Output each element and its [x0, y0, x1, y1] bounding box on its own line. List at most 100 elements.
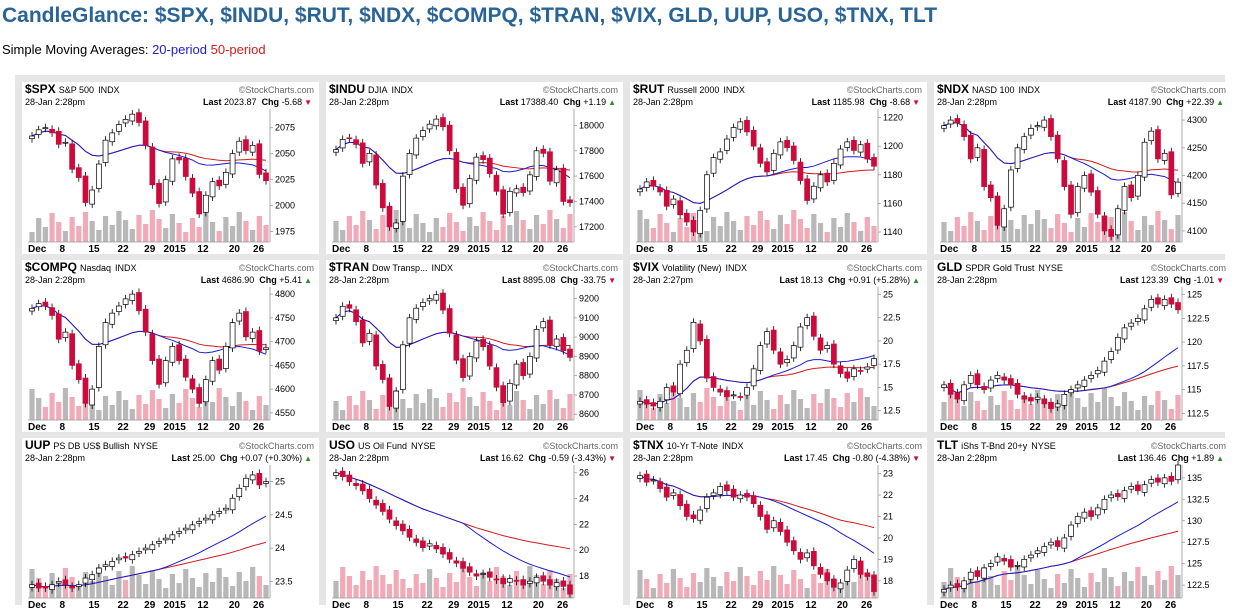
- candle: [567, 195, 573, 207]
- candle-body: [947, 584, 954, 589]
- volume-bar: [507, 225, 513, 242]
- quote-line: Last 136.46 Chg +1.89 ▲: [1118, 453, 1224, 463]
- candle-body: [831, 578, 837, 588]
- volume-bar: [123, 400, 129, 420]
- last-label: Last: [784, 453, 805, 463]
- candle-body: [697, 210, 704, 234]
- candle-body: [506, 190, 513, 213]
- candle-body: [1128, 322, 1135, 327]
- candle: [777, 518, 784, 536]
- chart-panel-indu[interactable]: $INDU DJIA INDX ©StockCharts.com 28-Jan 2:28…: [326, 82, 623, 254]
- candle-body: [500, 189, 506, 215]
- candle-body: [513, 579, 520, 582]
- volume-bar: [196, 227, 202, 242]
- watermark: ©StockCharts.com: [543, 85, 618, 95]
- volume-bar: [1121, 392, 1128, 420]
- candle: [379, 360, 386, 384]
- chart-panel-uso[interactable]: USO US Oil Fund NYSE ©StockCharts.com 28-Jan…: [326, 438, 623, 610]
- volume-bar: [791, 390, 797, 420]
- chart-panel-compq[interactable]: $COMPQ Nasdaq INDX ©StockCharts.com 28-Jan 2…: [22, 260, 319, 432]
- candle-body: [339, 305, 346, 317]
- y-tick-label: 12.5: [883, 406, 901, 416]
- y-tick-label: 1975: [275, 227, 295, 237]
- x-tick-label: 20: [229, 422, 241, 432]
- candle-body: [797, 552, 804, 560]
- chart-panel-rut[interactable]: $RUT Russell 2000 INDX ©StockCharts.com 28-J…: [630, 82, 927, 254]
- candle-body: [346, 304, 353, 309]
- last-label: Last: [1108, 97, 1129, 107]
- volume-bar: [1021, 575, 1027, 598]
- candle: [359, 480, 366, 495]
- volume-bar: [507, 405, 513, 420]
- candle-body: [55, 313, 62, 340]
- candle-body: [864, 142, 871, 160]
- x-tick-label: 8: [59, 422, 65, 432]
- candle: [527, 577, 533, 588]
- volume-bar: [717, 226, 723, 242]
- volume-bar: [1008, 220, 1014, 242]
- chart-panel-tlt[interactable]: TLT iShs T-Bnd 20+y NYSE ©StockCharts.com 28…: [934, 438, 1231, 610]
- chart-panel-spx[interactable]: $SPX S&P 500 INDX ©StockCharts.com 28-Jan 2:…: [22, 82, 319, 254]
- volume-bar: [123, 580, 129, 598]
- candle-body: [540, 321, 547, 329]
- volume-bar: [116, 571, 122, 598]
- candle: [954, 388, 961, 404]
- candle: [426, 539, 433, 551]
- candle-body: [243, 139, 249, 151]
- candle: [96, 160, 102, 193]
- chart-panel-tran[interactable]: $TRAN Dow Transp... INDX ©StockCharts.com 28…: [326, 260, 623, 432]
- candle-body: [453, 560, 460, 564]
- volume-bar: [981, 567, 987, 598]
- candle-body: [1161, 152, 1168, 161]
- candle: [182, 154, 189, 181]
- candle: [216, 355, 223, 375]
- candle-body: [717, 486, 724, 495]
- candle: [1068, 521, 1074, 541]
- volume-bar: [1001, 391, 1007, 420]
- chart-panel-uup[interactable]: UUP PS DB US$ Bullish NYSE ©StockCharts.com…: [22, 438, 319, 610]
- candle-body: [520, 579, 527, 586]
- volume-bar: [333, 401, 339, 420]
- candle-body: [162, 360, 169, 384]
- volume-bar: [1061, 583, 1067, 598]
- candle-body: [196, 521, 202, 524]
- candle-body: [42, 586, 49, 589]
- candle-body: [1054, 134, 1061, 160]
- candle-body: [1128, 184, 1135, 199]
- candle-body: [1048, 541, 1054, 546]
- y-tick-label: 15: [883, 382, 893, 392]
- candle-body: [994, 556, 1001, 563]
- candle-body: [553, 169, 560, 184]
- candle: [333, 468, 339, 480]
- volume-bar: [69, 397, 75, 420]
- volume-bar: [784, 404, 790, 420]
- candle: [102, 560, 109, 571]
- candle: [1021, 391, 1028, 404]
- chart-panel-tnx[interactable]: $TNX 10-Yr T-Note INDX ©StockCharts.com 28-J…: [630, 438, 927, 610]
- volume-bar: [413, 574, 419, 598]
- candle-body: [1074, 516, 1081, 524]
- volume-bar: [1155, 391, 1161, 420]
- candle-body: [69, 585, 75, 589]
- candle: [1074, 512, 1081, 528]
- candlestick-chart: TLT iShs T-Bnd 20+y NYSE ©StockCharts.com28…: [937, 438, 1226, 610]
- x-tick-label: 12: [501, 244, 513, 254]
- candle-body: [1175, 302, 1181, 311]
- chart-panel-gld[interactable]: GLD SPDR Gold Trust NYSE ©StockCharts.com 28…: [934, 260, 1231, 432]
- chart-panel-ndx[interactable]: $NDX NASD 100 INDX ©StockCharts.com 28-Jan 2…: [934, 82, 1231, 254]
- y-tick-label: 115: [1187, 385, 1201, 395]
- volume-bar: [1175, 215, 1181, 242]
- down-arrow-icon: ▼: [304, 98, 312, 107]
- volume-bar: [744, 216, 750, 242]
- candle: [202, 191, 209, 217]
- sma50-legend-label: 50-period: [210, 42, 266, 57]
- volume-bar: [400, 219, 406, 242]
- candle-body: [961, 580, 967, 589]
- y-tick-label: 4100: [1187, 226, 1207, 236]
- candle: [359, 316, 366, 347]
- chart-panel-vix[interactable]: $VIX Volatility (New) INDX ©StockCharts.com…: [630, 260, 927, 432]
- candle-body: [196, 387, 202, 404]
- volume-bar: [386, 404, 393, 420]
- chg-value: +22.39: [1186, 97, 1214, 107]
- candle: [540, 317, 547, 332]
